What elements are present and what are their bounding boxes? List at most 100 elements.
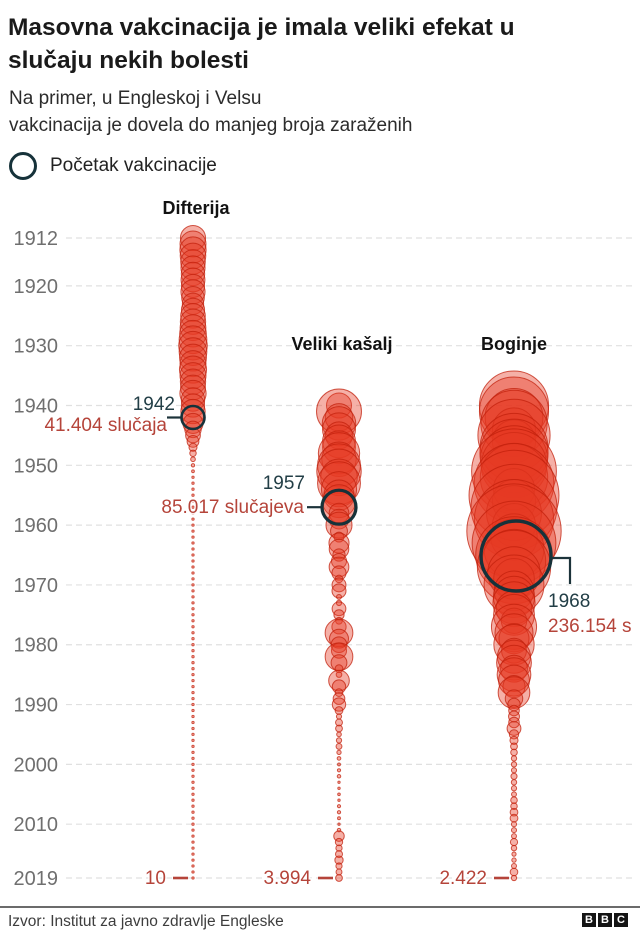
bubble	[335, 868, 343, 876]
bubble	[511, 791, 517, 798]
bubble	[191, 505, 195, 509]
bubble	[328, 556, 350, 578]
bubble	[316, 388, 362, 435]
bbc-logo-block-b1: B	[582, 913, 596, 927]
bubble	[191, 690, 195, 695]
bubble	[334, 837, 344, 847]
bubble	[178, 337, 208, 366]
year-tick-label-1980: 1980	[14, 635, 59, 657]
bubble	[510, 821, 518, 828]
bubble	[493, 593, 535, 636]
bubble	[497, 676, 531, 709]
bubble	[486, 485, 542, 542]
bubble	[508, 716, 520, 729]
annotation-veliki-kasalj-1957: 1957 85.017 slučajeva	[160, 472, 358, 526]
bubble	[191, 840, 195, 844]
bubble	[191, 583, 195, 587]
bubble	[180, 273, 206, 298]
vaccination-start-ring-icon	[9, 152, 37, 180]
bubble	[191, 684, 195, 689]
year-tick-label-2010: 2010	[14, 814, 59, 836]
vaccination-start-ring	[479, 519, 553, 593]
bubble	[190, 456, 196, 463]
bubble	[510, 785, 518, 792]
year-tick-label-1950: 1950	[14, 455, 59, 477]
bbc-logo: B B C	[582, 913, 628, 927]
bubble	[510, 767, 518, 774]
annotation-cases-label: 85.017 slučajeva	[161, 497, 304, 518]
bubble	[337, 786, 341, 791]
bubble	[510, 827, 518, 834]
bubble	[335, 874, 343, 882]
bubble	[178, 355, 208, 384]
year-tick-label-1960: 1960	[14, 515, 59, 537]
bubble	[191, 517, 195, 521]
bubble	[191, 798, 195, 802]
bubble	[189, 449, 197, 458]
bubble	[496, 657, 532, 692]
bubble	[336, 756, 342, 761]
page-subtitle-line2: vakcinacija je dovela do manjeg broja za…	[9, 114, 413, 136]
bubble	[179, 230, 207, 258]
year-tick-label-2000: 2000	[14, 754, 59, 776]
bubble	[191, 750, 195, 755]
bubble	[466, 483, 562, 579]
bubble	[180, 398, 206, 425]
bubble	[179, 314, 207, 342]
bubble	[190, 463, 196, 468]
bubble	[191, 625, 195, 629]
bubble	[335, 862, 343, 870]
bubble	[191, 637, 195, 641]
bubble	[510, 755, 518, 762]
bubble	[331, 601, 347, 617]
bubble	[317, 432, 361, 475]
source-text: Izvor: Institut za javno zdravlje Engles…	[8, 913, 284, 930]
year-tick-label-2019: 2019	[14, 868, 59, 890]
bubble	[191, 481, 195, 485]
bubble	[336, 810, 342, 815]
bubble	[191, 613, 195, 617]
bubble	[511, 857, 517, 863]
bubble	[510, 742, 518, 751]
bubble	[191, 469, 195, 474]
bubble	[191, 744, 195, 749]
bubble	[478, 370, 550, 441]
bubble	[191, 631, 195, 635]
bubble	[191, 678, 195, 683]
bubble	[332, 692, 346, 705]
bubble	[191, 667, 195, 671]
bubble	[509, 735, 519, 745]
bubble	[191, 738, 195, 743]
bubble	[508, 704, 520, 717]
series-title-difterija: Difterija	[162, 198, 230, 218]
series-boginje: Boginje	[466, 334, 562, 882]
bubble	[191, 726, 195, 731]
final-value-label-boginje: 2.422	[439, 868, 487, 889]
bubble	[191, 511, 195, 515]
bubble	[510, 802, 518, 810]
bubble	[191, 804, 195, 808]
bubble	[191, 559, 195, 563]
bubble	[320, 458, 358, 497]
bubble	[322, 430, 356, 465]
bubble	[498, 664, 530, 697]
bubble	[191, 643, 195, 647]
page-title-line1: Masovna vakcinacija je imala veliki efek…	[8, 14, 515, 41]
bubble	[496, 644, 532, 681]
bubble	[510, 748, 518, 757]
year-tick-label-1970: 1970	[14, 575, 59, 597]
year-tick-label-1990: 1990	[14, 695, 59, 717]
page-title: Masovna vakcinacija je imala veliki efek…	[8, 11, 632, 77]
bubble	[191, 822, 195, 826]
bubble	[335, 713, 343, 720]
bubble	[510, 796, 518, 804]
bubble	[337, 780, 341, 784]
final-value-label-difterija: 10	[145, 868, 166, 889]
bubble	[191, 786, 195, 790]
series-difterija: Difterija	[162, 198, 230, 880]
bbc-logo-block-c: C	[614, 913, 628, 927]
page-subtitle: Na primer, u Engleskoj i Velsu vakcinaci…	[9, 86, 629, 139]
bubble	[480, 432, 548, 499]
bubble	[335, 742, 343, 750]
